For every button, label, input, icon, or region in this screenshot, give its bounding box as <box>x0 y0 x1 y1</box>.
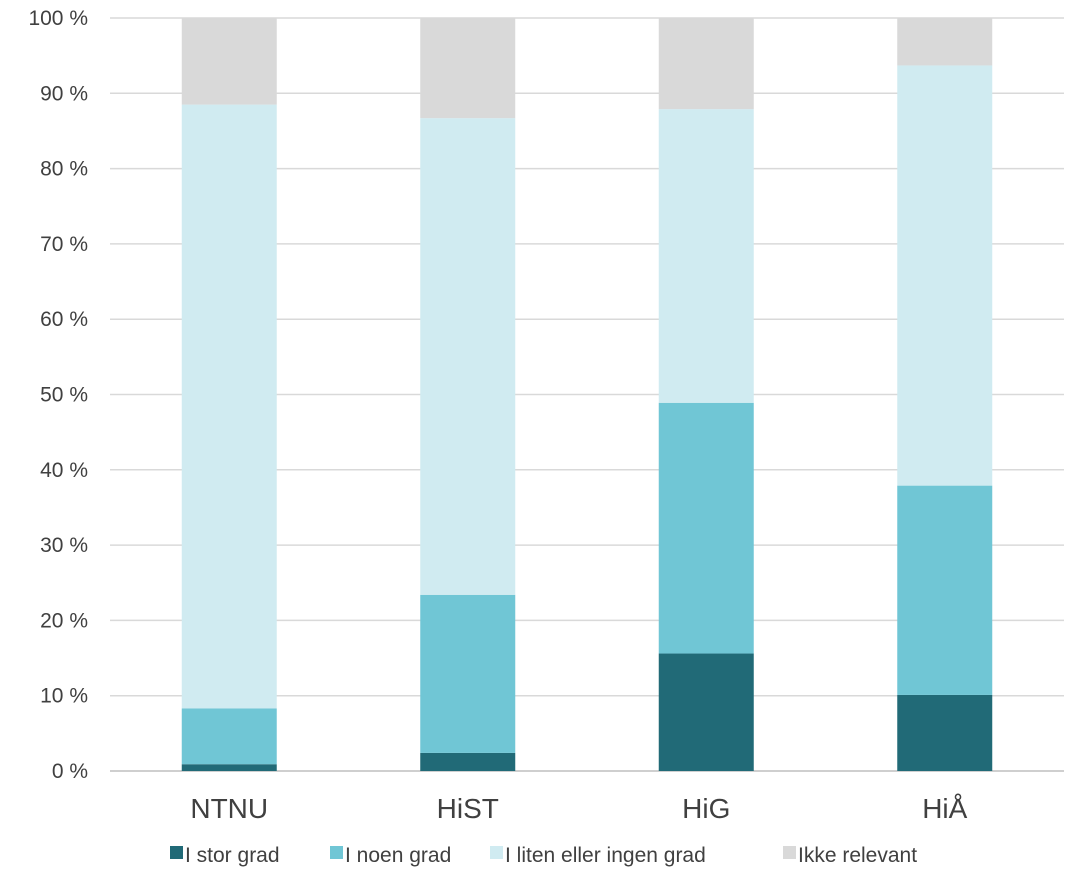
y-tick-label: 70 % <box>40 233 88 256</box>
legend-item: I stor grad <box>170 844 280 867</box>
bar-segment <box>420 18 516 119</box>
legend-label: I stor grad <box>185 844 280 867</box>
x-category-label: HiG <box>682 793 730 824</box>
bar-segment <box>658 402 754 654</box>
legend-swatch <box>783 846 796 859</box>
bar-segment <box>420 118 516 595</box>
bar-segment <box>420 594 516 753</box>
y-axis-tick-labels: 0 % 10 % 20 % 30 % 40 % 50 % 60 % 70 % 80 % 90 % 1… <box>28 7 88 783</box>
legend-label: I liten eller ingen grad <box>505 844 706 867</box>
bar-segments <box>181 18 993 771</box>
y-tick-label: 10 % <box>40 685 88 708</box>
bar-segment <box>181 708 277 765</box>
legend-label: I noen grad <box>345 844 451 867</box>
y-tick-label: 60 % <box>40 308 88 331</box>
bar-segment <box>181 18 277 105</box>
bar-segment <box>181 764 277 771</box>
y-tick-label: 50 % <box>40 384 88 407</box>
y-tick-label: 0 % <box>52 760 88 783</box>
x-category-label: HiST <box>437 793 499 824</box>
y-tick-label: 20 % <box>40 609 88 632</box>
legend-swatch <box>490 846 503 859</box>
y-tick-label: 80 % <box>40 158 88 181</box>
bar-segment <box>897 65 993 486</box>
bar-segment <box>658 653 754 771</box>
legend-swatch <box>330 846 343 859</box>
legend-item: Ikke relevant <box>783 844 917 867</box>
bar-segment <box>420 752 516 771</box>
y-tick-label: 30 % <box>40 534 88 557</box>
x-axis-category-labels: NTNU HiST HiG HiÅ <box>190 793 967 824</box>
legend-label: Ikke relevant <box>798 844 917 867</box>
bar-segment <box>181 104 277 709</box>
y-tick-label: 40 % <box>40 459 88 482</box>
bar-segment <box>897 485 993 695</box>
legend-item: I liten eller ingen grad <box>490 844 706 867</box>
bar-segment <box>658 18 754 110</box>
y-tick-label: 100 % <box>28 7 88 30</box>
bar-segment <box>658 109 754 403</box>
bar-segment <box>897 694 993 771</box>
x-category-label: HiÅ <box>922 793 967 824</box>
y-tick-label: 90 % <box>40 82 88 105</box>
x-category-label: NTNU <box>190 793 268 824</box>
bar-segment <box>897 18 993 66</box>
legend: I stor grad I noen grad I liten eller inge… <box>170 844 917 867</box>
legend-swatch <box>170 846 183 859</box>
legend-item: I noen grad <box>330 844 451 867</box>
